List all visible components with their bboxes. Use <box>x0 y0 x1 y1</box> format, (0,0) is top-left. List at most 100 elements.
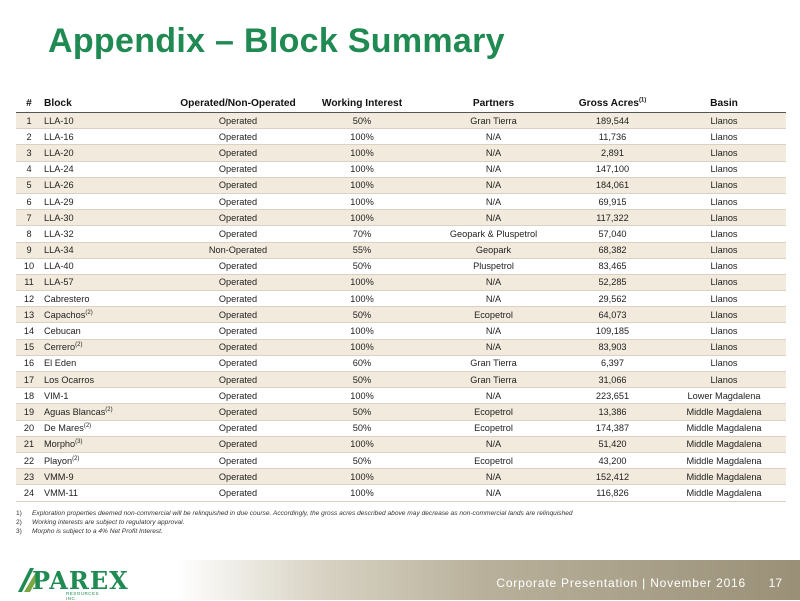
cell-gross-acres-text: 68,382 <box>598 245 627 256</box>
cell-partners: N/A <box>424 290 563 308</box>
cell-operated: Operated <box>176 274 300 292</box>
cell-gross-acres-text: 64,073 <box>598 309 627 320</box>
cell-gross-acres: 116,826 <box>563 484 662 502</box>
cell-num-text: 16 <box>23 358 35 369</box>
cell-num-text: 12 <box>23 293 35 304</box>
cell-num-text: 4 <box>26 164 32 175</box>
cell-working-interest: 100% <box>300 387 424 405</box>
cell-working-interest-text: 100% <box>350 390 374 401</box>
cell-partners-text: Geopark & Pluspetrol <box>449 228 538 239</box>
cell-partners-text: Ecopetrol <box>474 455 513 466</box>
cell-working-interest: 50% <box>300 420 424 437</box>
cell-block: VMM-11 <box>42 484 176 502</box>
cell-gross-acres: 184,061 <box>563 177 662 194</box>
cell-partners-text: Gran Tierra <box>470 115 517 126</box>
footnotes: 1) Exploration properties deemed non-comm… <box>16 509 573 537</box>
cell-basin-text: Llanos <box>710 180 738 191</box>
cell-partners-text: Ecopetrol <box>474 309 513 320</box>
cell-gross-acres: 147,100 <box>563 161 662 178</box>
cell-block-text: LLA-30 <box>44 212 74 223</box>
cell-gross-acres: 57,040 <box>563 225 662 243</box>
cell-gross-acres-text: 184,061 <box>595 180 630 191</box>
cell-working-interest: 100% <box>300 322 424 340</box>
header-block: Block <box>42 94 176 113</box>
cell-basin: Llanos <box>662 209 786 227</box>
cell-partners: Ecopetrol <box>424 306 563 324</box>
cell-operated-text: Operated <box>218 277 258 288</box>
cell-partners-text: Ecopetrol <box>474 406 513 417</box>
cell-basin: Llanos <box>662 112 786 130</box>
cell-operated: Operated <box>176 306 300 324</box>
cell-basin-text: Llanos <box>710 212 738 223</box>
cell-num-text: 8 <box>26 228 32 239</box>
table-row: 9 LLA-34 Non-Operated 55% Geopark 68,382 Llano… <box>16 242 786 259</box>
table-row: 18 VIM-1 Operated 100% N/A 223,651 Lower Magda… <box>16 387 786 405</box>
cell-block-text: LLA-29 <box>44 196 74 207</box>
cell-basin-text: Llanos <box>710 358 738 369</box>
cell-num: 1 <box>16 112 42 130</box>
cell-working-interest-text: 50% <box>352 309 372 320</box>
cell-block: LLA-16 <box>42 128 176 146</box>
cell-num: 2 <box>16 128 42 146</box>
cell-partners: N/A <box>424 339 563 356</box>
cell-num-text: 6 <box>26 196 32 207</box>
cell-num: 16 <box>16 355 42 373</box>
cell-basin-text: Llanos <box>710 131 738 142</box>
cell-num-text: 18 <box>23 390 35 401</box>
cell-block-text: Cebucan <box>44 326 81 337</box>
cell-operated: Operated <box>176 144 300 162</box>
cell-block-text: Playon <box>44 455 73 466</box>
footnote-text: Exploration properties deemed non-commer… <box>32 510 573 517</box>
cell-partners-text: N/A <box>485 471 502 482</box>
cell-gross-acres-text: 51,420 <box>598 439 627 450</box>
cell-basin-text: Llanos <box>710 309 738 320</box>
cell-basin: Middle Magdalena <box>662 452 786 470</box>
cell-basin: Middle Magdalena <box>662 403 786 421</box>
table-row: 23 VMM-9 Operated 100% N/A 152,412 Middle Magd… <box>16 468 786 486</box>
cell-working-interest-text: 70% <box>352 228 372 239</box>
cell-block-text: Cabrestero <box>44 293 90 304</box>
footnote-item: 1) Exploration properties deemed non-comm… <box>16 509 573 518</box>
cell-partners-text: N/A <box>485 326 502 337</box>
table-row: 14 Cebucan Operated 100% N/A 109,185 Llanos <box>16 322 786 340</box>
table-row: 4 LLA-24 Operated 100% N/A 147,100 Llanos <box>16 161 786 178</box>
cell-basin: Llanos <box>662 371 786 389</box>
cell-partners-text: Geopark <box>475 245 512 256</box>
cell-working-interest-text: 50% <box>352 423 372 434</box>
cell-operated-text: Operated <box>218 455 258 466</box>
cell-basin-text: Llanos <box>710 147 738 158</box>
cell-num: 23 <box>16 468 42 486</box>
cell-working-interest-text: 100% <box>350 277 374 288</box>
cell-operated-text: Operated <box>218 261 258 272</box>
cell-gross-acres: 6,397 <box>563 355 662 373</box>
cell-operated: Operated <box>176 371 300 389</box>
cell-basin-text: Llanos <box>710 245 738 256</box>
cell-gross-acres-text: 147,100 <box>595 164 630 175</box>
cell-gross-acres: 52,285 <box>563 274 662 292</box>
cell-gross-acres-text: 83,465 <box>598 261 627 272</box>
cell-working-interest: 100% <box>300 468 424 486</box>
cell-working-interest: 100% <box>300 290 424 308</box>
cell-operated-text: Operated <box>218 196 258 207</box>
cell-partners-text: N/A <box>485 212 502 223</box>
cell-working-interest-text: 50% <box>352 261 372 272</box>
cell-num-text: 14 <box>23 326 35 337</box>
cell-basin-text: Llanos <box>710 115 738 126</box>
cell-operated: Operated <box>176 225 300 243</box>
cell-gross-acres-text: 223,651 <box>595 390 630 401</box>
cell-num-text: 13 <box>23 309 35 320</box>
cell-operated-text: Operated <box>218 342 258 353</box>
cell-gross-acres-text: 31,066 <box>598 374 627 385</box>
cell-working-interest: 100% <box>300 484 424 502</box>
cell-operated: Operated <box>176 387 300 405</box>
cell-basin: Llanos <box>662 161 786 178</box>
logo-subtext: RESOURCES INC. <box>66 591 100 601</box>
table-row: 5 LLA-26 Operated 100% N/A 184,061 Llanos <box>16 177 786 194</box>
block-footnote-marker: (3) <box>75 439 83 446</box>
cell-partners-text: N/A <box>485 196 502 207</box>
cell-basin: Llanos <box>662 258 786 275</box>
cell-partners-text: Gran Tierra <box>470 358 517 369</box>
cell-partners-text: Ecopetrol <box>474 423 513 434</box>
header-gross-acres-footnote: (1) <box>638 97 647 104</box>
cell-gross-acres-text: 116,826 <box>596 487 629 498</box>
